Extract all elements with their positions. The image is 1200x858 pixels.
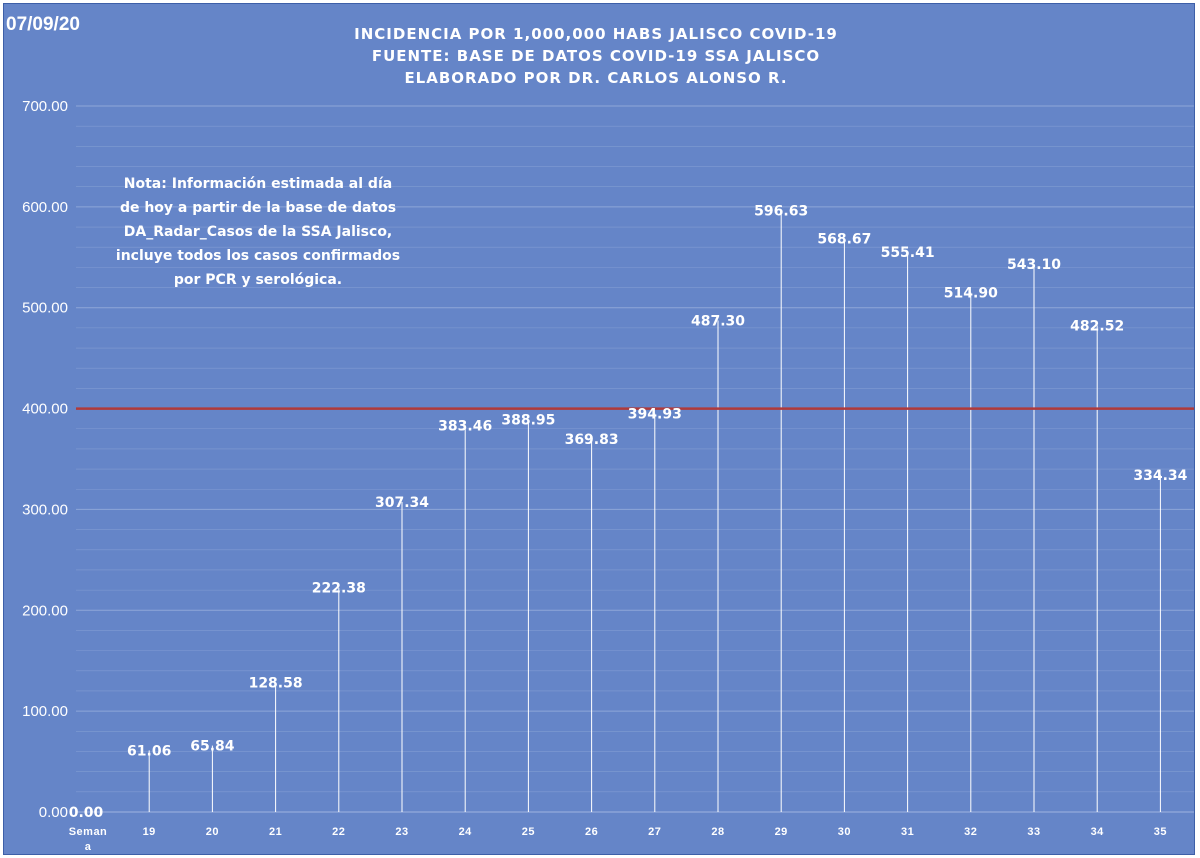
x-tick-label: 31 bbox=[901, 826, 914, 838]
data-label: 222.38 bbox=[312, 581, 366, 597]
chart-date: 07/09/20 bbox=[6, 14, 80, 35]
data-label: 596.63 bbox=[754, 203, 808, 219]
note-line: por PCR y serológica. bbox=[173, 272, 343, 288]
x-tick-label: 27 bbox=[648, 826, 661, 838]
x-tick-label: 33 bbox=[1027, 826, 1040, 838]
x-tick-label: 24 bbox=[459, 826, 473, 838]
data-label: 487.30 bbox=[691, 314, 745, 330]
y-tick-label: 400.00 bbox=[22, 401, 68, 418]
note-line: DA_Radar_Casos de la SSA Jalisco, bbox=[123, 224, 393, 240]
data-label: 394.93 bbox=[628, 407, 682, 423]
x-tick-label: 22 bbox=[332, 826, 345, 838]
note-line: de hoy a partir de la base de datos bbox=[119, 200, 397, 216]
x-tick-label: 29 bbox=[775, 826, 788, 838]
data-label: 383.46 bbox=[438, 418, 492, 434]
y-tick-label: 600.00 bbox=[22, 199, 68, 216]
data-label: 334.34 bbox=[1133, 468, 1187, 484]
chart-title: INCIDENCIA POR 1,000,000 HABS JALISCO CO… bbox=[296, 23, 896, 89]
data-label: 543.10 bbox=[1007, 257, 1061, 273]
title-line: FUENTE: BASE DE DATOS COVID-19 SSA JALIS… bbox=[371, 47, 821, 65]
y-tick-label: 700.00 bbox=[22, 98, 68, 115]
x-tick-label: 19 bbox=[143, 826, 156, 838]
data-label: 514.90 bbox=[944, 286, 998, 302]
chart-frame: 0.00 100.00 200.00 300.00 400.00 500.00 600.00… bbox=[3, 3, 1195, 855]
x-tick-label: 34 bbox=[1091, 826, 1105, 838]
y-tick-label: 200.00 bbox=[22, 602, 68, 619]
data-label: 307.34 bbox=[375, 495, 429, 511]
x-tick-label: 23 bbox=[395, 826, 408, 838]
data-label: 65.84 bbox=[190, 739, 235, 755]
y-tick-label: 0.00 bbox=[39, 804, 68, 821]
x-tick-label: 26 bbox=[585, 826, 598, 838]
data-label: 555.41 bbox=[881, 245, 935, 261]
x-tick-label: 25 bbox=[522, 826, 535, 838]
data-label: 128.58 bbox=[249, 675, 303, 691]
note-line: Nota: Información estimada al día bbox=[123, 176, 393, 192]
data-label: 568.67 bbox=[817, 231, 871, 247]
y-tick-label: 100.00 bbox=[22, 703, 68, 720]
x-tick-label: 32 bbox=[964, 826, 977, 838]
data-label: 482.52 bbox=[1070, 318, 1124, 334]
chart-note: Nota: Información estimada al día de hoy… bbox=[108, 172, 408, 292]
chart-plot: 0.00100.00200.00300.00400.00500.00600.00… bbox=[22, 98, 1194, 853]
data-label: 0.00 bbox=[69, 805, 104, 821]
y-tick-label: 300.00 bbox=[22, 501, 68, 518]
note-line: incluye todos los casos confirmados bbox=[115, 248, 401, 264]
y-tick-label: 500.00 bbox=[22, 300, 68, 317]
x-tick-label: Seman bbox=[69, 826, 108, 838]
x-tick-label: a bbox=[85, 841, 92, 853]
x-tick-label: 20 bbox=[206, 826, 219, 838]
x-tick-label: 30 bbox=[838, 826, 851, 838]
data-label: 369.83 bbox=[565, 432, 619, 448]
title-line: INCIDENCIA POR 1,000,000 HABS JALISCO CO… bbox=[354, 25, 838, 43]
data-label: 61.06 bbox=[127, 743, 171, 759]
x-tick-label: 35 bbox=[1154, 826, 1167, 838]
x-tick-label: 21 bbox=[269, 826, 282, 838]
data-label: 388.95 bbox=[501, 413, 555, 429]
title-line: ELABORADO POR DR. CARLOS ALONSO R. bbox=[404, 69, 788, 87]
x-tick-label: 28 bbox=[711, 826, 724, 838]
